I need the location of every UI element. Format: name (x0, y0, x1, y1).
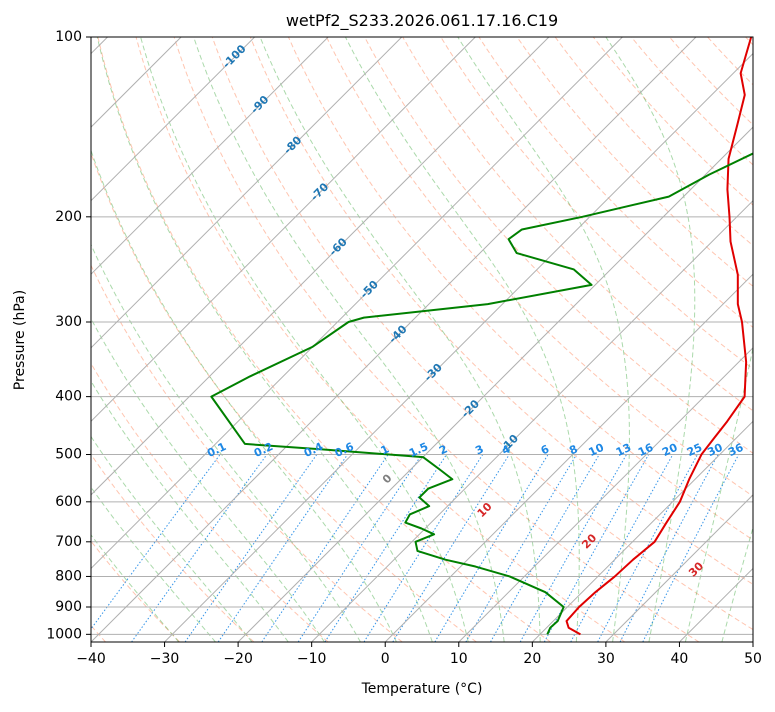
dry-adiabat (91, 540, 181, 642)
mixing-ratio-line (297, 454, 423, 642)
mixing-ratio-label: 25 (685, 441, 704, 459)
mixing-ratio-label: 10 (587, 441, 607, 459)
moist-adiabat (140, 37, 469, 642)
x-tick-label: −20 (223, 651, 253, 667)
y-tick-label: 400 (55, 389, 82, 405)
mixing-ratio-line (570, 454, 674, 642)
x-tick-label: 30 (597, 651, 615, 667)
y-tick-label: 900 (55, 599, 82, 615)
y-tick-label: 500 (55, 447, 82, 463)
isotherm-line (311, 199, 753, 642)
dry-adiabat (326, 37, 753, 497)
mixing-ratio-line (434, 454, 549, 642)
mixing-ratio-label: 20 (660, 441, 680, 459)
dry-adiabat (249, 37, 753, 585)
dry-adiabat (287, 37, 753, 541)
mixing-ratio-label: 36 (726, 441, 746, 459)
axes: −40 −30 −20 −10 0 10 20 30 40 50 100 200 300 400 500 60… (46, 29, 762, 667)
mixing-ratio-line (543, 454, 650, 642)
chart-title: wetPf2_S233.2026.061.17.16.C19 (286, 11, 558, 31)
plot-frame (90, 36, 754, 643)
x-tick-label: −30 (150, 651, 180, 667)
dry-adiabat (211, 37, 753, 631)
isotherm-line (91, 37, 476, 423)
y-tick-label: 700 (55, 534, 82, 550)
moist-adiabat (684, 345, 753, 642)
x-tick-label: 20 (523, 651, 541, 667)
isotherm-line (237, 126, 753, 642)
mixing-ratio-line (519, 454, 627, 642)
grid-lines (91, 37, 753, 642)
x-tick-label: 0 (381, 651, 390, 667)
isotherm-line (91, 37, 256, 202)
mixing-ratio-line (91, 454, 221, 630)
dry-adiabat (516, 37, 753, 287)
dry-adiabat (402, 37, 753, 412)
dry-adiabat (478, 37, 753, 329)
y-tick-label: 800 (55, 568, 82, 584)
profile-lines (210, 37, 753, 636)
mixing-ratio-line (217, 454, 348, 642)
mixing-ratio-label: 16 (636, 441, 656, 459)
moist-adiabat (721, 525, 753, 642)
mixing-ratio-line (184, 454, 318, 642)
y-tick-label: 600 (55, 494, 82, 510)
mixing-ratio-line (465, 454, 577, 642)
x-tick-label: −10 (297, 651, 327, 667)
isotherm-line (91, 37, 623, 570)
isotherm-line (384, 273, 753, 642)
x-tick-label: 10 (450, 651, 468, 667)
temperature-profile-line (565, 37, 753, 636)
isotherm-line (91, 37, 550, 496)
dry-adiabat (440, 37, 753, 370)
moist-adiabat (91, 435, 253, 642)
x-tick-label: 50 (744, 651, 762, 667)
moist-adiabat (193, 37, 505, 642)
dry-adiabat (97, 37, 551, 642)
moist-adiabat (259, 37, 541, 642)
y-tick-label: 1000 (46, 626, 82, 642)
isotherm-line (91, 37, 403, 349)
y-tick-label: 200 (55, 209, 82, 225)
moist-adiabat (457, 37, 630, 642)
y-tick-label: 100 (55, 29, 82, 45)
dry-adiabat (173, 37, 700, 642)
moist-adiabat (344, 37, 580, 642)
x-axis-title: Temperature (°C) (361, 681, 483, 697)
plot-area (91, 37, 753, 642)
moist-adiabat (605, 37, 696, 642)
mixing-ratio-line (324, 454, 447, 642)
dry-adiabat (91, 151, 477, 642)
isotherm-line (91, 37, 329, 275)
isotherm-line (531, 420, 753, 642)
y-tick-label: 300 (55, 314, 82, 330)
mixing-ratio-line (642, 454, 740, 642)
moist-adiabat (96, 37, 433, 642)
mixing-ratio-label: 13 (614, 441, 633, 459)
mixing-ratio-label: 30 (705, 441, 725, 459)
y-axis-title: Pressure (hPa) (12, 290, 28, 390)
dry-adiabat (91, 453, 255, 642)
dry-adiabat (91, 362, 329, 642)
x-tick-label: −40 (76, 651, 106, 667)
isotherm-line (605, 494, 753, 642)
mixing-ratio-line (363, 454, 484, 642)
isotherm-line (458, 347, 753, 642)
mixing-ratio-line (490, 454, 600, 642)
isotherm-line (164, 52, 753, 642)
dewpoint-profile-line (210, 152, 753, 635)
isotherm-line (91, 37, 697, 642)
x-tick-label: 40 (671, 651, 689, 667)
moist-adiabat (91, 317, 325, 642)
